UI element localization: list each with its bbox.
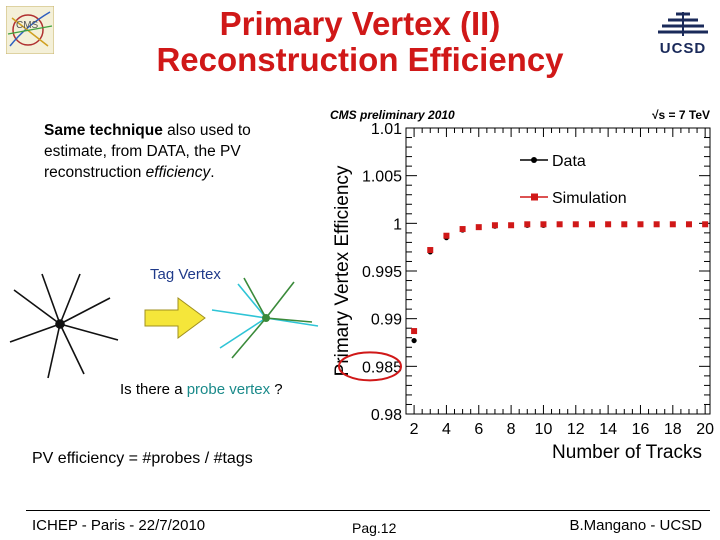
simulation-point [685, 221, 692, 228]
intro-bold: Same technique [44, 122, 163, 139]
efficiency-chart: CMS preliminary 2010 √s = 7 TeV 2 4 6 8 10 12… [330, 108, 715, 463]
legend-marker [531, 157, 537, 163]
legend-label: Data [552, 153, 586, 170]
footer-page-number: Pag.12 [352, 520, 397, 536]
x-tick-label: 20 [696, 421, 714, 438]
simulation-point [491, 222, 498, 229]
simulation-point [702, 221, 709, 228]
intro-text-2: . [210, 164, 215, 181]
simulation-point [669, 221, 676, 228]
x-tick-label: 14 [599, 421, 617, 438]
tag-vertex-label: Tag Vertex [150, 266, 221, 283]
probe-question-pre: Is there a [120, 381, 187, 398]
intro-italic: efficiency [145, 164, 211, 181]
data-point [411, 337, 417, 344]
simulation-point [637, 221, 644, 228]
y-tick-label: 0.99 [371, 312, 402, 329]
y-tick-label: 0.98 [371, 407, 402, 424]
probe-question-post: ? [270, 381, 283, 398]
slide-title: Primary Vertex (II) Reconstruction Effic… [120, 6, 600, 78]
vertex-illustration [9, 273, 319, 379]
simulation-point [411, 328, 418, 335]
x-tick-label: 16 [632, 421, 650, 438]
y-tick-label: 0.995 [362, 264, 402, 281]
chart-legend: Data Simulation [520, 153, 627, 207]
efficiency-formula: PV efficiency = #probes / #tags [32, 450, 253, 467]
probe-question: Is there a probe vertex ? [120, 381, 283, 398]
simulation-point [653, 221, 660, 228]
title-line-2: Reconstruction Efficiency [156, 41, 564, 78]
x-tick-label: 4 [442, 421, 451, 438]
simulation-point [605, 221, 612, 228]
y-tick-label: 1.01 [371, 121, 402, 138]
title-line-1: Primary Vertex (II) [219, 5, 501, 42]
simulation-point [524, 221, 531, 228]
ucsd-logo: UCSD [650, 10, 716, 58]
footer-divider [26, 510, 710, 511]
probe-question-highlight: probe vertex [186, 381, 271, 398]
x-axis-label: Number of Tracks [552, 442, 702, 463]
plot-frame [405, 127, 711, 415]
tag-vertex-diagram [9, 273, 119, 379]
x-tick-labels: 2 4 6 8 10 12 14 16 18 20 [410, 421, 715, 438]
x-tick-label: 8 [507, 421, 516, 438]
axis-ticks [406, 127, 710, 415]
footer-right: B.Mangano - UCSD [569, 517, 702, 534]
intro-text-1: also used to estimate, from DATA, the PV… [44, 122, 251, 181]
chart-header-left: CMS preliminary 2010 [330, 108, 455, 122]
simulation-point [588, 221, 595, 228]
x-tick-label: 18 [664, 421, 682, 438]
ucsd-logo-text: UCSD [659, 40, 707, 57]
x-tick-label: 2 [410, 421, 419, 438]
x-tick-label: 6 [474, 421, 483, 438]
simulation-point [508, 222, 515, 229]
ucsd-emblem-icon [658, 12, 708, 36]
simulation-point [556, 221, 563, 228]
y-tick-label: 0.985 [362, 359, 402, 376]
simulation-point [621, 221, 628, 228]
simulation-point [459, 226, 466, 233]
y-tick-label: 1.005 [362, 169, 402, 186]
y-tick-labels: 0.98 0.985 0.99 0.995 1 1.005 1.01 [362, 121, 402, 424]
simulation-point [475, 224, 482, 231]
footer-left: ICHEP - Paris - 22/7/2010 [32, 517, 206, 534]
chart-header-right: √s = 7 TeV [652, 108, 710, 122]
simulation-point [572, 221, 579, 228]
chart-series [411, 221, 709, 344]
cms-logo: CMS [6, 6, 54, 54]
yellow-arrow-icon [144, 297, 206, 339]
y-axis-label: Primary Vertex Efficiency [332, 165, 353, 376]
simulation-point [540, 221, 547, 228]
simulation-point [443, 232, 450, 239]
y-tick-label: 1 [393, 216, 402, 233]
probe-vertex-diagram [211, 277, 319, 359]
intro-text: Same technique also used to estimate, fr… [44, 120, 314, 183]
x-tick-label: 12 [567, 421, 585, 438]
svg-text:CMS: CMS [16, 20, 39, 31]
legend-label: Simulation [552, 190, 627, 207]
highlight-circle [338, 351, 402, 382]
simulation-point [427, 247, 434, 254]
x-tick-label: 10 [535, 421, 553, 438]
legend-marker [531, 193, 538, 201]
